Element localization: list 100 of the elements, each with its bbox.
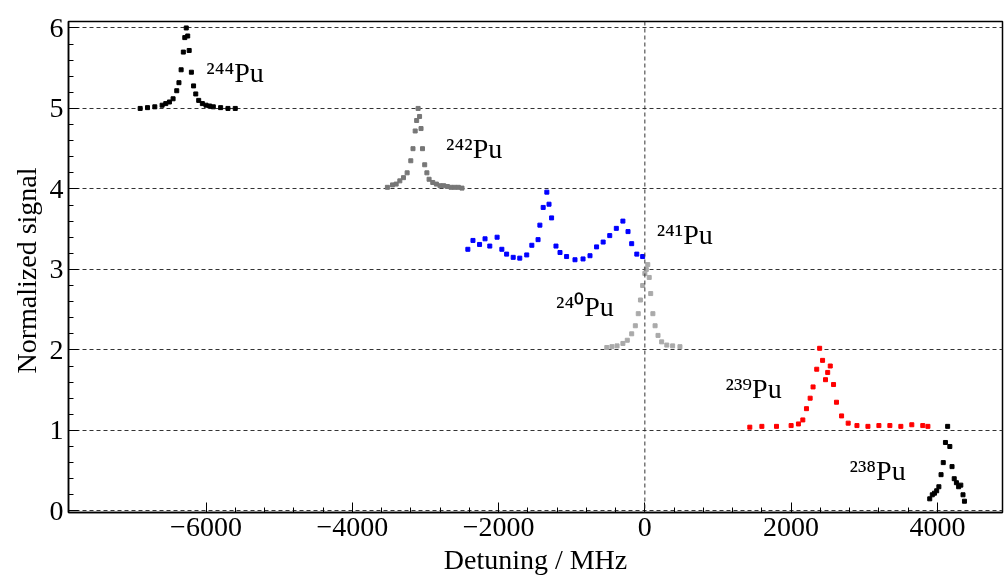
point: [800, 417, 806, 423]
point: [947, 444, 953, 449]
point: [803, 406, 809, 412]
point: [232, 105, 238, 111]
point: [833, 399, 839, 405]
point: [572, 257, 578, 263]
point: [788, 423, 794, 429]
point: [648, 291, 654, 297]
x-tick-label: 0: [637, 510, 652, 542]
point: [517, 255, 523, 261]
point: [629, 331, 635, 337]
point: [831, 382, 837, 388]
point: [951, 476, 957, 482]
point: [504, 251, 510, 257]
point: [424, 170, 430, 176]
point: [640, 283, 646, 289]
point: [909, 422, 915, 428]
point: [180, 49, 186, 55]
point: [625, 229, 631, 235]
point: [553, 243, 559, 249]
x-axis-title: Detuning / MHz: [443, 543, 628, 575]
point: [535, 237, 541, 243]
y-tick-label: 2: [49, 333, 64, 365]
point: [759, 423, 765, 429]
point: [393, 181, 399, 187]
point: [186, 47, 192, 53]
point: [936, 484, 942, 490]
point: [607, 233, 613, 239]
point: [887, 423, 893, 429]
point: [635, 311, 641, 317]
point: [459, 185, 465, 191]
point: [942, 439, 948, 445]
x-tick-label: −4000: [316, 510, 389, 542]
series-label: ²⁴¹Pu: [656, 219, 713, 251]
point: [637, 297, 643, 303]
point: [594, 244, 600, 250]
point: [927, 496, 933, 502]
point: [412, 128, 418, 134]
point: [529, 242, 535, 248]
point: [540, 204, 546, 210]
point: [580, 256, 586, 262]
point: [410, 146, 416, 152]
point: [524, 252, 530, 258]
point: [945, 423, 951, 429]
point: [587, 253, 593, 259]
point: [482, 236, 488, 242]
point: [865, 423, 871, 429]
point: [650, 311, 656, 317]
point: [646, 274, 652, 280]
point: [670, 343, 676, 349]
point: [949, 464, 955, 470]
point: [664, 342, 670, 348]
series-label: ²³⁸Pu: [849, 454, 906, 486]
point: [645, 262, 651, 268]
series-label: ²³⁹Pu: [725, 372, 782, 404]
point: [499, 246, 505, 252]
series-label: ²⁴²Pu: [446, 132, 503, 164]
point: [624, 337, 630, 343]
point: [414, 118, 420, 123]
y-tick-label: 4: [49, 172, 64, 204]
point: [193, 91, 199, 97]
point: [397, 178, 403, 184]
point: [176, 80, 182, 86]
point: [408, 158, 414, 164]
x-tick-label: 2000: [763, 510, 820, 542]
point: [159, 102, 165, 108]
point: [417, 113, 423, 119]
point: [170, 96, 176, 102]
point: [898, 423, 904, 429]
point: [404, 170, 410, 176]
point: [677, 344, 683, 350]
point: [620, 340, 626, 346]
point: [632, 323, 638, 329]
x-tick-label: 4000: [909, 510, 966, 542]
point: [426, 176, 432, 182]
x-tick-label: −6000: [170, 510, 242, 542]
point: [564, 254, 570, 260]
point: [747, 424, 753, 430]
point: [609, 344, 615, 350]
point: [814, 366, 820, 372]
point: [384, 184, 390, 190]
point: [634, 251, 640, 257]
point: [614, 343, 620, 349]
point: [415, 105, 421, 111]
point: [400, 175, 406, 181]
point: [613, 225, 619, 231]
point: [823, 377, 828, 383]
point: [144, 105, 150, 111]
point: [137, 105, 143, 111]
point: [620, 218, 626, 224]
point: [876, 423, 882, 429]
point: [795, 421, 801, 427]
point: [188, 69, 194, 75]
point: [629, 241, 635, 247]
point: [546, 201, 552, 207]
point: [825, 369, 831, 375]
point: [418, 126, 424, 132]
point: [225, 105, 231, 111]
point: [807, 395, 813, 401]
series-label: ²⁴⁴Pu: [206, 57, 264, 89]
